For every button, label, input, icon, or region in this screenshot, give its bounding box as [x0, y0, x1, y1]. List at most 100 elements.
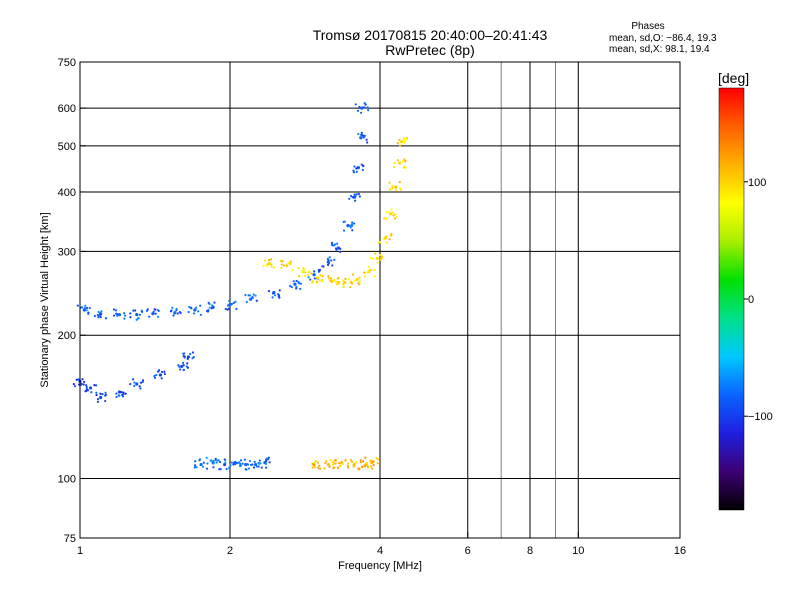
- echo-point: [258, 459, 261, 462]
- echo-point: [186, 362, 189, 365]
- echo-point: [358, 280, 361, 283]
- echo-point: [328, 256, 331, 259]
- echo-point: [342, 285, 345, 289]
- echo-point: [207, 309, 210, 312]
- echo-point: [361, 168, 364, 172]
- echo-point: [80, 383, 83, 386]
- echo-point: [253, 460, 256, 463]
- echo-point: [355, 461, 358, 464]
- phase-legend-o-stats: mean, sd,O: −86.4, 19.3: [609, 33, 717, 44]
- echo-point: [156, 315, 160, 318]
- echo-point: [163, 372, 167, 376]
- echo-point: [129, 312, 132, 315]
- echo-point: [376, 462, 379, 465]
- echo-point: [252, 293, 255, 296]
- echo-point: [244, 293, 247, 297]
- echo-point: [199, 304, 202, 307]
- echo-point: [273, 294, 277, 297]
- echo-point: [394, 186, 397, 189]
- x-tick-label: 4: [377, 545, 383, 557]
- echo-point: [239, 459, 243, 462]
- echo-point: [116, 314, 119, 317]
- echo-point: [325, 460, 328, 463]
- echo-point: [186, 366, 190, 369]
- phase-legend-x-stats: mean, sd,X: 98.1, 19.4: [609, 44, 710, 55]
- data-point: [253, 462, 258, 467]
- echo-point: [129, 316, 132, 319]
- echo-point: [85, 385, 88, 389]
- echo-point: [90, 391, 93, 394]
- echo-point: [365, 138, 368, 141]
- echo-point: [403, 141, 406, 144]
- echo-point: [295, 285, 298, 289]
- echo-point: [234, 300, 237, 303]
- echo-point: [333, 258, 336, 261]
- echo-point: [388, 238, 391, 241]
- echo-point: [278, 296, 281, 299]
- echo-point: [403, 158, 406, 161]
- echo-point: [311, 466, 314, 469]
- echo-point: [96, 397, 100, 401]
- echo-point: [346, 466, 350, 469]
- echo-point: [171, 306, 174, 309]
- echo-point: [383, 217, 386, 220]
- echo-point: [402, 137, 405, 140]
- echo-point: [349, 226, 352, 229]
- echo-point: [372, 463, 375, 467]
- echo-point: [267, 290, 271, 293]
- echo-point: [359, 461, 362, 464]
- colorbar: [718, 87, 745, 511]
- echo-point: [241, 462, 244, 465]
- echo-point: [327, 275, 330, 278]
- echo-point: [373, 268, 376, 271]
- echo-point: [354, 103, 357, 106]
- echo-point: [205, 467, 209, 470]
- echo-point: [153, 376, 157, 379]
- echo-point: [252, 466, 256, 469]
- echo-point: [236, 461, 239, 465]
- echo-point: [363, 134, 366, 137]
- echo-point: [95, 391, 98, 394]
- echo-point: [337, 462, 341, 465]
- echo-point: [313, 465, 316, 469]
- echo-point: [331, 244, 334, 247]
- echo-point: [99, 316, 102, 319]
- echo-point: [83, 380, 86, 384]
- echo-point: [354, 195, 357, 198]
- echo-point: [95, 384, 98, 387]
- echo-point: [297, 267, 300, 270]
- echo-point: [379, 253, 382, 257]
- echo-point: [301, 270, 304, 273]
- echo-point: [276, 293, 280, 296]
- echo-point: [401, 160, 404, 163]
- echo-point: [367, 265, 371, 268]
- echo-point: [104, 317, 108, 320]
- echo-point: [123, 317, 126, 320]
- echo-point: [123, 312, 126, 315]
- echo-point: [195, 466, 198, 469]
- echo-point: [227, 466, 231, 469]
- echo-point: [360, 131, 363, 134]
- echo-point: [133, 381, 136, 384]
- echo-point: [228, 299, 231, 302]
- echo-point: [310, 272, 313, 275]
- echo-point: [403, 139, 406, 142]
- echo-point: [258, 462, 261, 465]
- echo-point: [197, 310, 200, 313]
- echo-point: [230, 461, 233, 464]
- echo-point: [314, 459, 318, 463]
- echo-point: [289, 284, 292, 288]
- echo-point: [290, 285, 293, 289]
- echo-point: [225, 467, 228, 471]
- echo-point: [182, 368, 186, 372]
- echo-point: [398, 181, 401, 184]
- echo-point: [329, 459, 332, 462]
- data-point: [316, 276, 320, 280]
- echo-point: [152, 310, 155, 313]
- echo-point: [122, 393, 125, 396]
- echo-point: [289, 260, 293, 263]
- echo-point: [299, 282, 302, 285]
- data-point: [370, 461, 374, 465]
- echo-point: [73, 385, 77, 388]
